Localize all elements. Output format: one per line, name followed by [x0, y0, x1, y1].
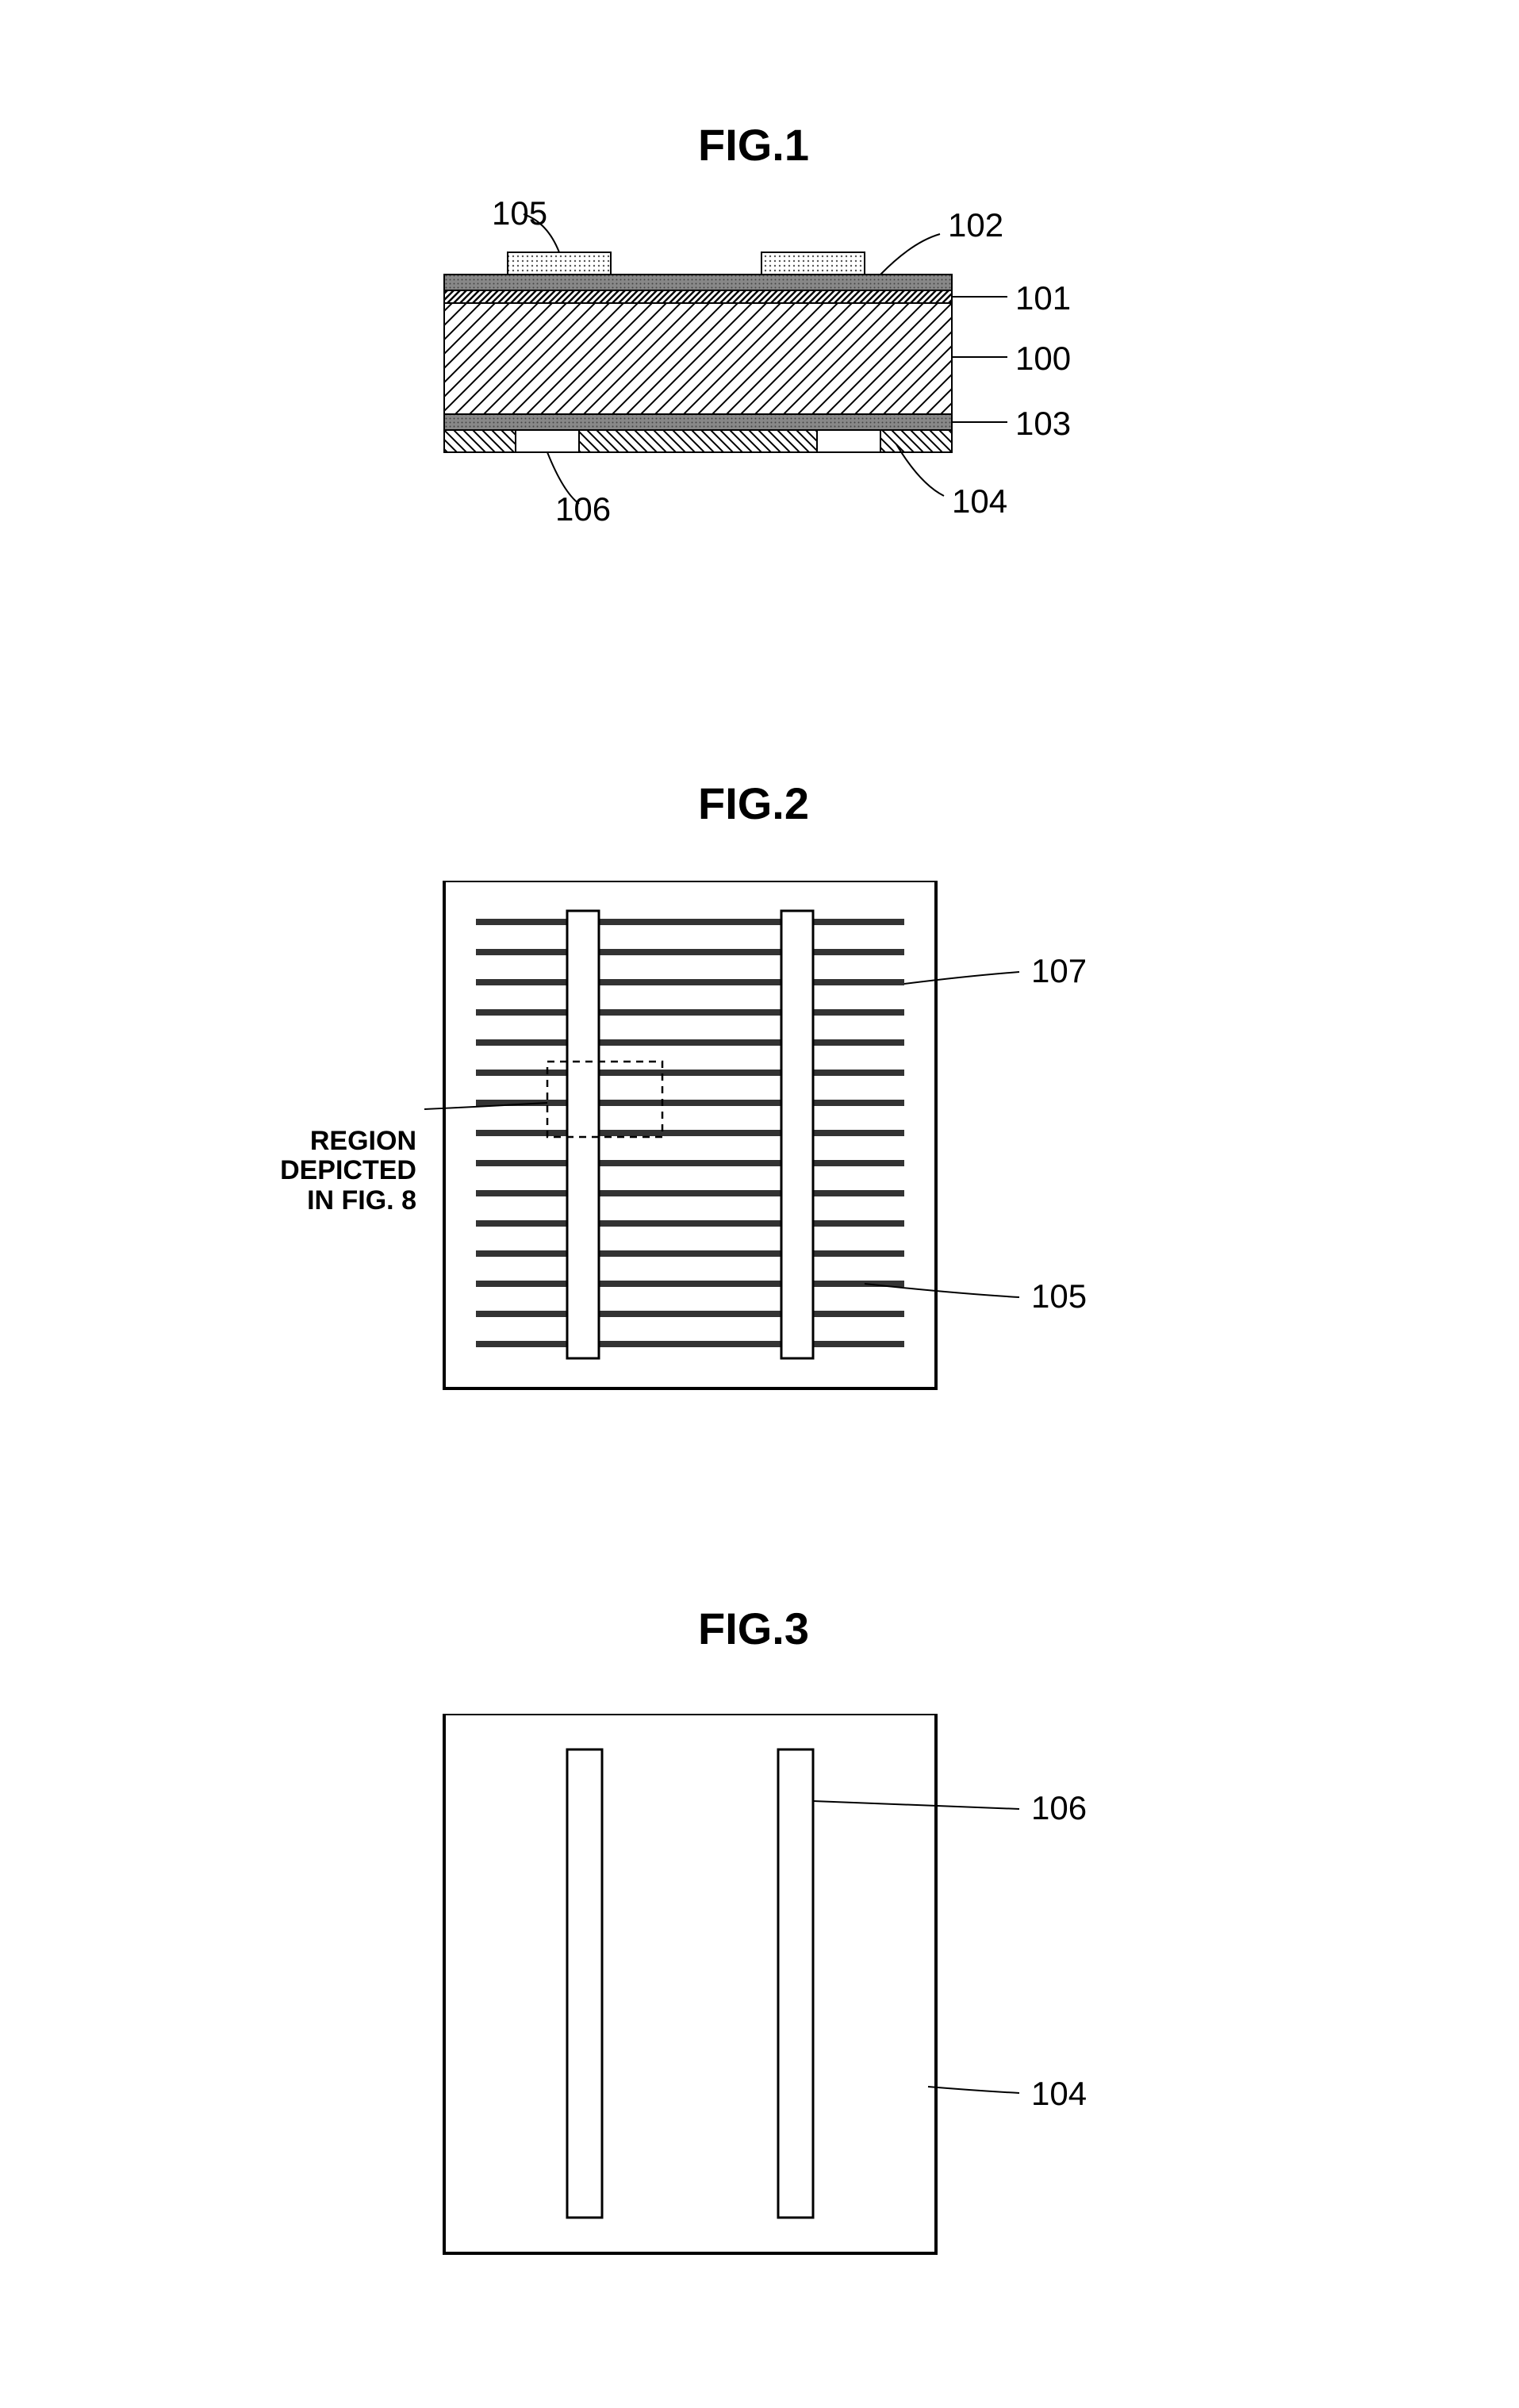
leader-102 [880, 234, 940, 275]
fig3-outer-box [444, 1714, 936, 2253]
fig1-title: FIG.1 [635, 119, 873, 171]
fig3-bar [567, 1749, 602, 2218]
page: FIG.1 [0, 0, 1519, 2408]
fig2-side-label: REGION DEPICTED IN FIG. 8 [258, 1127, 416, 1216]
label-103: 103 [1015, 405, 1071, 443]
label-107: 107 [1031, 952, 1087, 990]
label-100: 100 [1015, 340, 1071, 378]
label-105: 105 [492, 194, 547, 232]
fig3-title: FIG.3 [635, 1603, 873, 1654]
label-106: 106 [555, 490, 611, 528]
fig3-diagram [238, 1714, 1150, 2301]
leader-104b [928, 2087, 1019, 2093]
fig2-finger-set [476, 919, 904, 1347]
opening-106 [516, 430, 579, 452]
layer-100 [444, 303, 952, 414]
layer-105-pad [761, 252, 865, 275]
layer-102 [444, 275, 952, 290]
fig2-title: FIG.2 [635, 778, 873, 829]
opening-106 [817, 430, 880, 452]
layer-103 [444, 414, 952, 430]
label-104b: 104 [1031, 2075, 1087, 2113]
layer-105-pad [508, 252, 611, 275]
layer-101 [444, 290, 952, 303]
fig3-bar [778, 1749, 813, 2218]
label-106b: 106 [1031, 1789, 1087, 1827]
fig1-diagram [278, 206, 1150, 587]
label-102: 102 [948, 206, 1003, 244]
label-101: 101 [1015, 279, 1071, 317]
label-105b: 105 [1031, 1277, 1087, 1315]
label-104: 104 [952, 482, 1007, 520]
